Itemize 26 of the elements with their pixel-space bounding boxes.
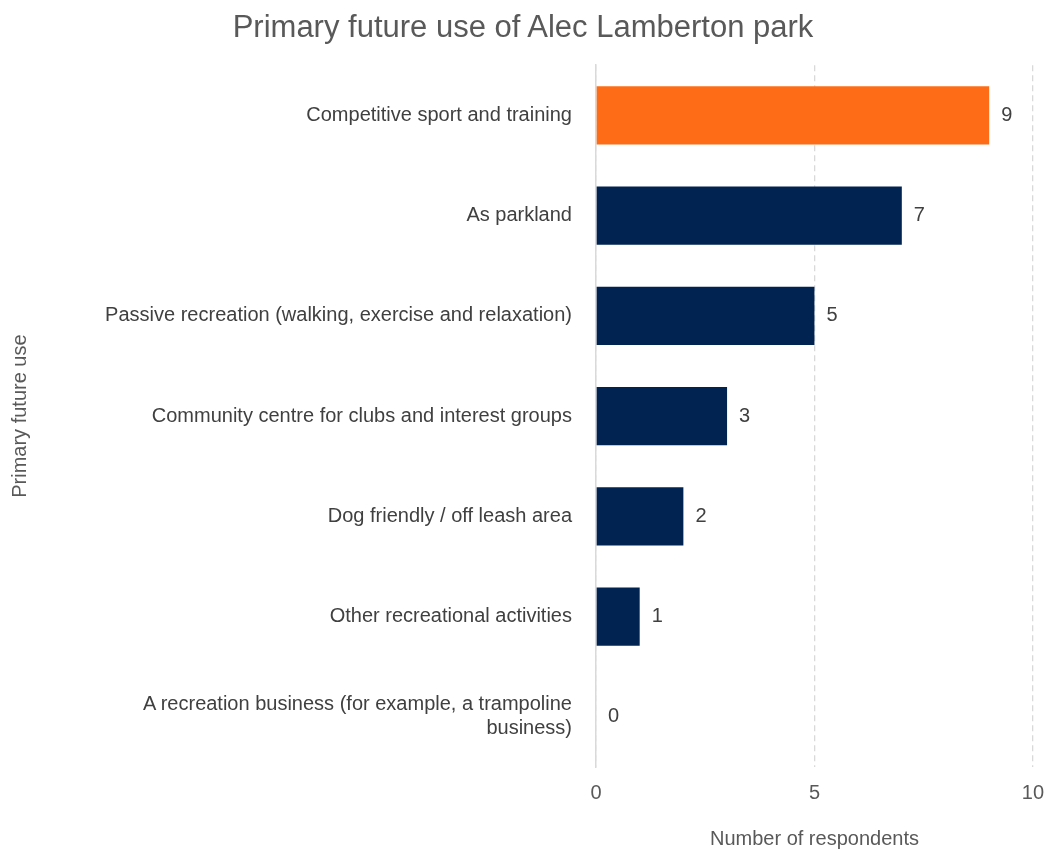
y-tick-label: As parkland — [466, 203, 572, 226]
x-tick-label: 5 — [808, 780, 820, 803]
y-tick-label: Other recreational activities — [329, 604, 572, 627]
x-tick-label: 0 — [590, 780, 602, 803]
x-axis-title: Number of respondents — [709, 826, 919, 849]
data-label: 2 — [695, 503, 707, 526]
x-tick-label: 10 — [1021, 780, 1044, 803]
data-label: 9 — [1001, 102, 1013, 125]
chart-title: Primary future use of Alec Lamberton park — [232, 9, 814, 45]
y-tick-label: Community centre for clubs and interest groups — [151, 403, 572, 426]
data-label: 5 — [826, 303, 838, 326]
bar — [596, 286, 815, 345]
bar — [596, 186, 902, 245]
y-tick-label: Competitive sport and training — [306, 102, 572, 125]
y-axis-title: Primary future use — [7, 334, 30, 498]
data-label: 1 — [651, 604, 663, 627]
y-tick-label: Passive recreation (walking, exercise and relaxation) — [105, 303, 572, 326]
bar — [596, 387, 728, 446]
data-label: 0 — [608, 704, 620, 727]
y-tick-label: Dog friendly / off leash area — [327, 503, 573, 526]
bar — [596, 86, 990, 145]
bar — [596, 587, 640, 646]
data-label: 3 — [739, 403, 751, 426]
data-label: 7 — [913, 203, 925, 226]
y-tick-label: A recreation business (for example, a trampoline business) — [142, 692, 572, 739]
bar — [596, 487, 684, 546]
